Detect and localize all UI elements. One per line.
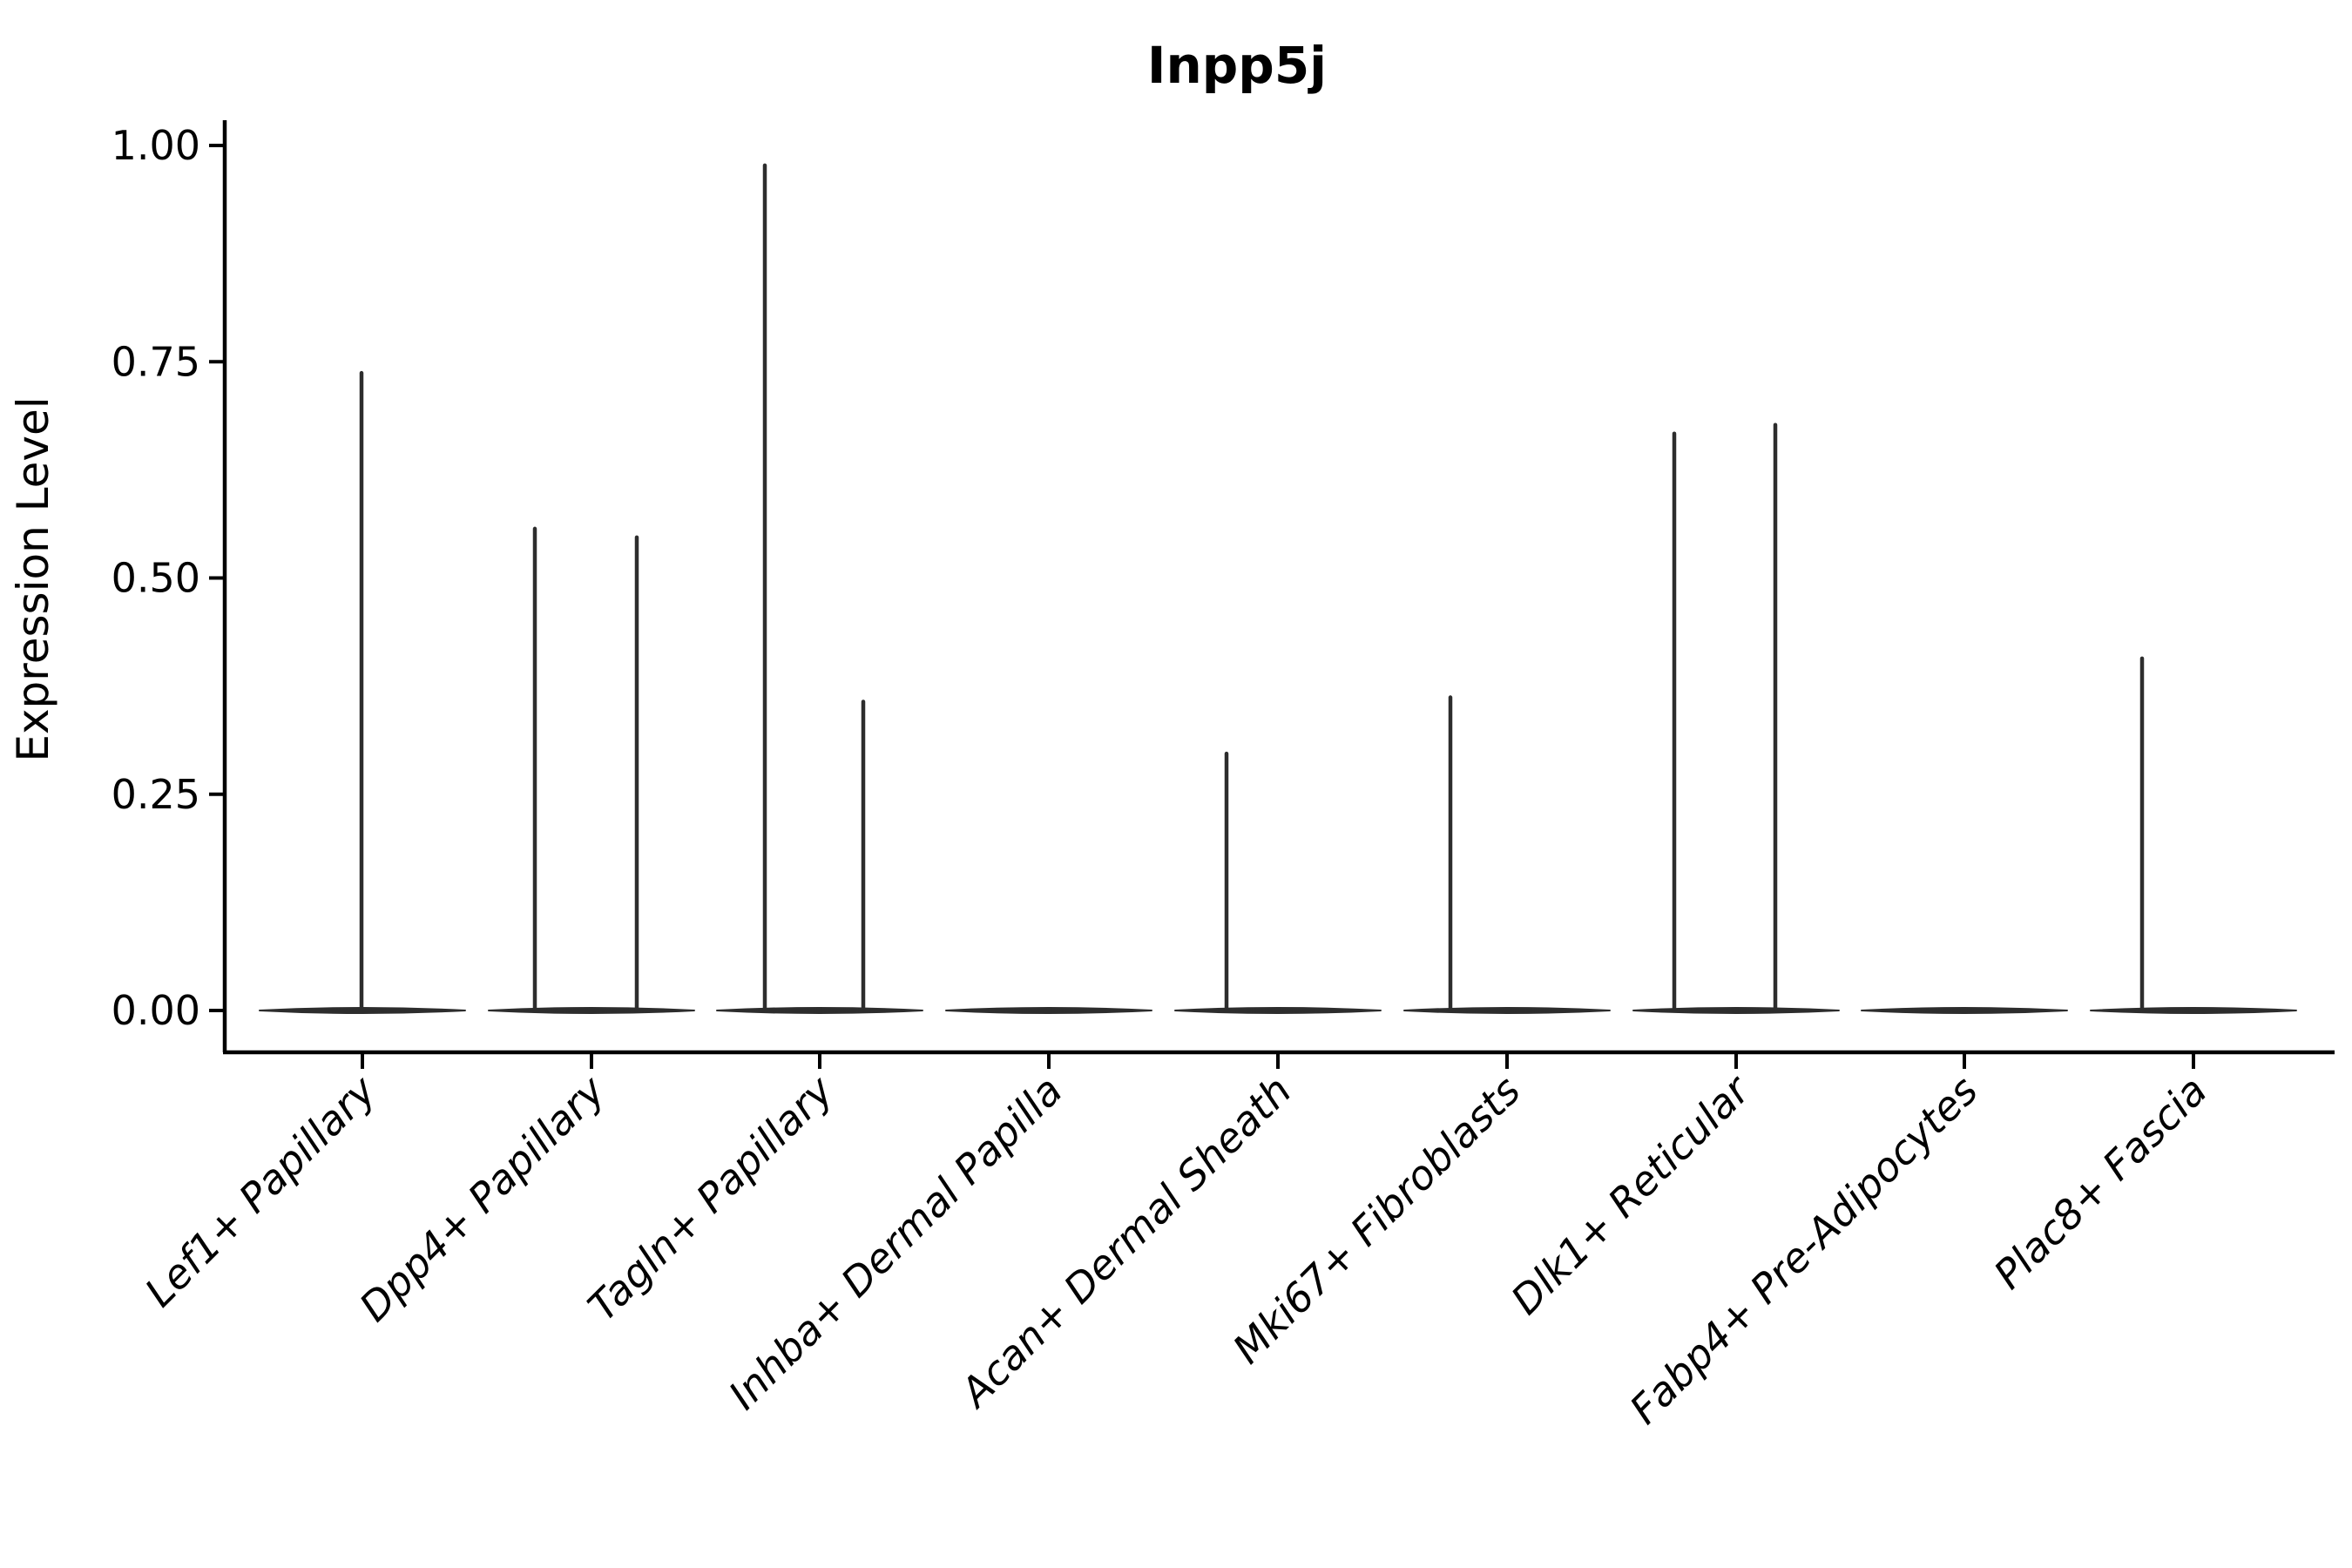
plot-title: Inpp5j: [1147, 36, 1327, 95]
x-tick-label: Lef1+ Papillary: [136, 1066, 385, 1315]
violin-base: [1403, 1007, 1611, 1014]
y-tick-label: 0.00: [112, 987, 200, 1034]
y-tick-label: 0.75: [112, 338, 200, 385]
violin-base: [945, 1007, 1152, 1014]
violin-base: [488, 1007, 695, 1014]
violin-base: [1174, 1007, 1382, 1014]
violin-base: [1861, 1007, 2068, 1014]
violin-base: [2090, 1007, 2297, 1014]
violin-base: [716, 1007, 923, 1014]
x-tick-label: Tagln+ Papillary: [578, 1066, 842, 1330]
y-tick-label: 0.25: [112, 771, 200, 818]
y-tick-label: 0.50: [112, 555, 200, 602]
x-tick-label: Plac8+ Fascia: [1984, 1067, 2215, 1298]
y-axis-title: Expression Level: [8, 396, 58, 761]
violin-base: [259, 1007, 466, 1014]
x-tick-label: Dlk1+ Reticular: [1502, 1064, 1761, 1323]
violin-base: [1632, 1007, 1840, 1014]
y-tick-label: 1.00: [112, 122, 200, 169]
x-tick-label: Dpp4+ Papillary: [350, 1066, 614, 1330]
